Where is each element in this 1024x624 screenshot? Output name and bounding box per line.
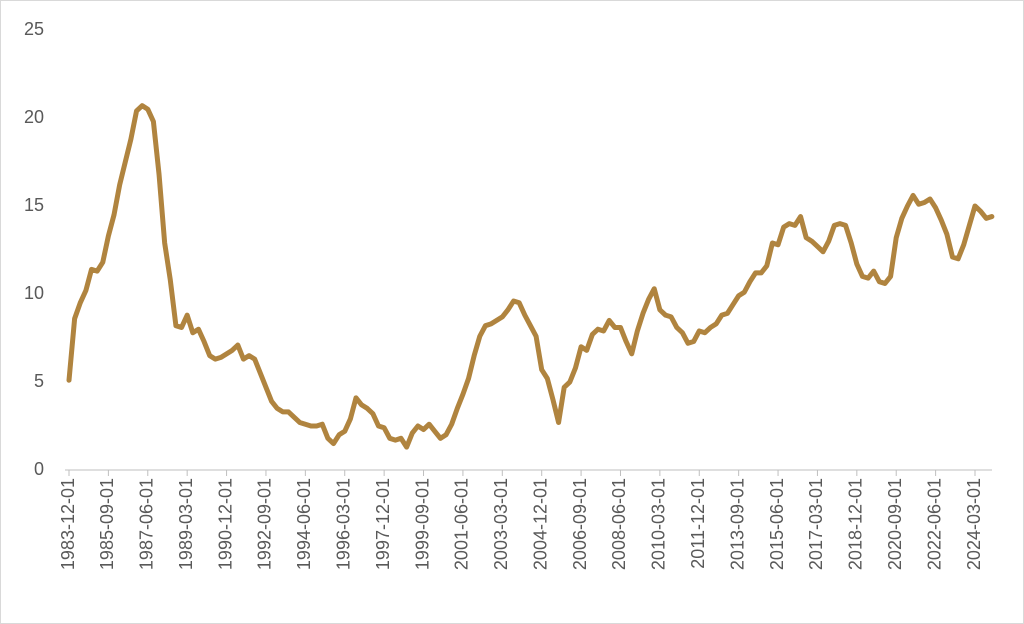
x-tick-label: 1999-09-01 — [412, 478, 432, 570]
x-tick-label: 1996-03-01 — [333, 478, 353, 570]
data-line — [66, 103, 995, 450]
x-tick-label: 2011-12-01 — [688, 478, 708, 569]
x-tick-label: 2010-03-01 — [649, 478, 669, 570]
y-tick-label: 0 — [34, 459, 44, 479]
x-tick-label: 1989-03-01 — [176, 478, 196, 570]
y-tick-label: 20 — [24, 107, 44, 127]
x-tick-label: 2003-03-01 — [491, 478, 511, 570]
x-tick-label: 1994-06-01 — [294, 478, 314, 570]
y-tick-label: 25 — [24, 19, 44, 39]
x-tick-label: 2004-12-01 — [530, 478, 550, 570]
x-tick-label: 2015-06-01 — [767, 478, 787, 570]
x-tick-label: 2017-03-01 — [806, 478, 826, 570]
x-tick-label: 2020-09-01 — [885, 478, 905, 570]
x-tick-label: 1983-12-01 — [58, 478, 78, 570]
x-tick-label: 1997-12-01 — [373, 478, 393, 570]
y-tick-label: 10 — [24, 283, 44, 303]
x-tick-label: 2001-06-01 — [452, 478, 472, 570]
y-tick-label: 5 — [34, 371, 44, 391]
x-tick-label: 2006-09-01 — [570, 478, 590, 570]
y-tick-label: 15 — [24, 195, 44, 215]
x-tick-label: 1990-12-01 — [215, 478, 235, 570]
x-tick-label: 1985-09-01 — [97, 478, 117, 570]
x-tick-label: 2024-03-01 — [964, 478, 984, 570]
x-tick-label: 1992-09-01 — [255, 478, 275, 570]
x-tick-label: 2008-06-01 — [609, 478, 629, 570]
x-tick-label: 2013-09-01 — [727, 478, 747, 570]
x-tick-label: 2018-12-01 — [846, 478, 866, 570]
x-tick-label: 2022-06-01 — [924, 478, 944, 570]
x-tick-label: 1987-06-01 — [137, 478, 157, 570]
